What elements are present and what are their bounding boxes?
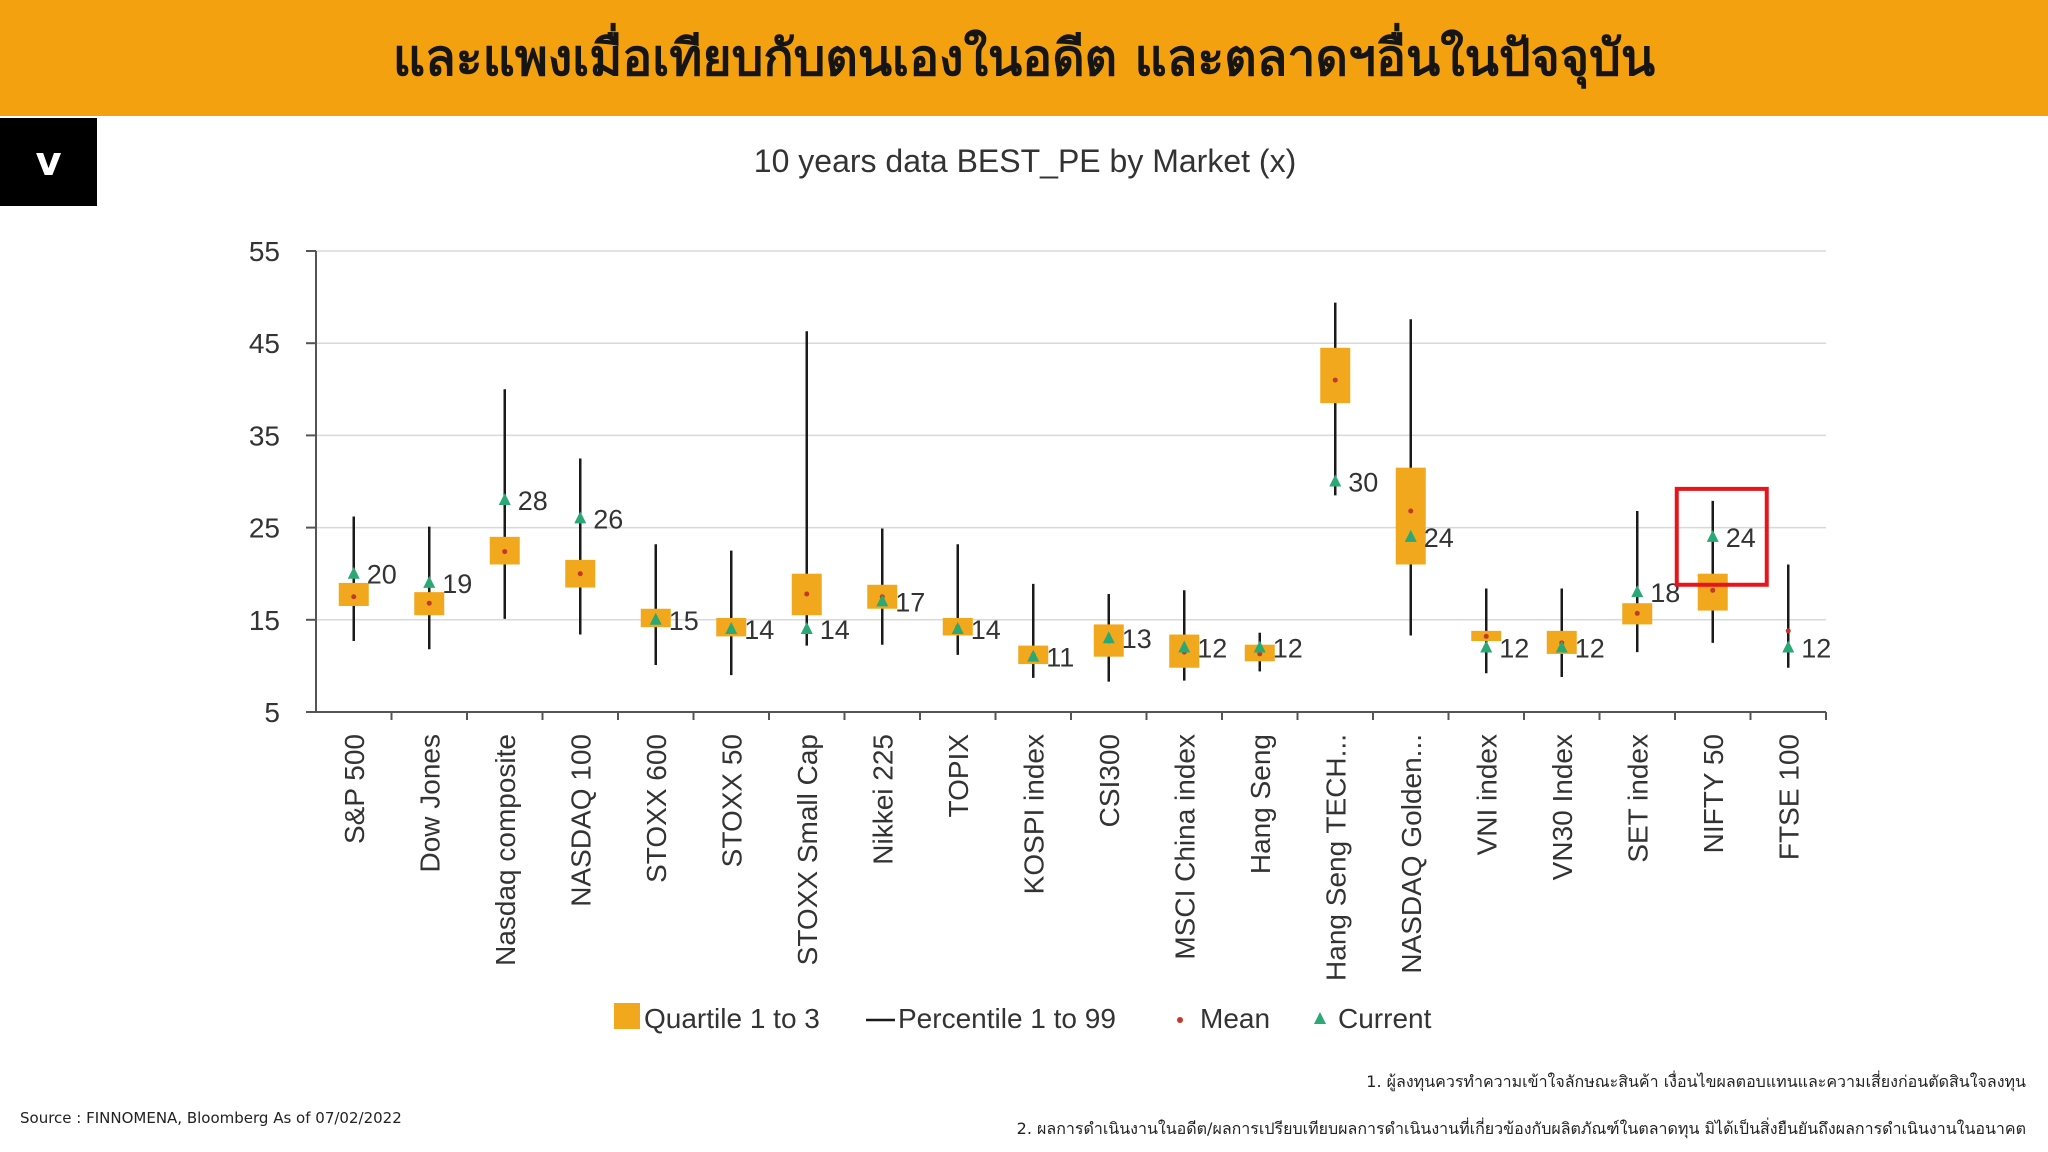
current-value-label: 24: [1726, 523, 1756, 553]
y-tick-label: 35: [249, 420, 280, 451]
legend-quartile-swatch: [614, 1003, 640, 1029]
mean-point: [577, 571, 583, 577]
category-label: SET index: [1622, 734, 1653, 863]
y-tick-label: 45: [249, 328, 280, 359]
current-value-label: 30: [1348, 468, 1378, 498]
legend-mean-label: Mean: [1200, 1003, 1270, 1034]
current-point: [498, 492, 511, 505]
category-label: Nikkei 225: [867, 734, 898, 865]
current-value-label: 12: [1273, 633, 1303, 663]
current-value-label: 13: [1122, 624, 1152, 654]
current-value-label: 26: [593, 504, 623, 534]
highlight-box: [1674, 486, 1769, 587]
current-value-label: 19: [442, 569, 472, 599]
category-label: Hang Seng: [1245, 734, 1276, 874]
page-title: และแพงเมื่อเทียบกับตนเองในอดีต และตลาดฯอ…: [392, 28, 1656, 87]
quartile-box: [1395, 467, 1426, 565]
legend-current-label: Current: [1338, 1003, 1432, 1034]
current-value-label: 24: [1424, 523, 1454, 553]
mean-point: [502, 549, 508, 555]
title-banner: และแพงเมื่อเทียบกับตนเองในอดีต และตลาดฯอ…: [0, 0, 2048, 116]
current-point: [1178, 640, 1191, 653]
quartile-box: [1320, 347, 1351, 404]
current-value-label: 28: [518, 486, 548, 516]
mean-point: [1408, 508, 1414, 514]
source-note: Source : FINNOMENA, Bloomberg As of 07/0…: [20, 1109, 402, 1127]
category-label: MSCI China index: [1169, 734, 1200, 960]
category-label: Hang Seng TECH...: [1320, 734, 1351, 981]
legend-mean-swatch: [1177, 1017, 1183, 1023]
current-value-label: 20: [367, 560, 397, 590]
mean-point: [1710, 587, 1716, 593]
current-value-label: 14: [744, 615, 774, 645]
current-value-label: 14: [971, 615, 1001, 645]
mean-point: [804, 591, 810, 597]
current-value-label: 12: [1499, 633, 1529, 663]
mean-point: [351, 594, 357, 600]
category-label: VNI index: [1471, 734, 1502, 855]
category-label: VN30 Index: [1547, 734, 1578, 880]
category-label: NASDAQ Golden...: [1396, 734, 1427, 974]
current-point: [1480, 640, 1493, 653]
legend-percentile-label: Percentile 1 to 99: [898, 1003, 1116, 1034]
current-point: [876, 594, 889, 607]
current-point: [1253, 640, 1266, 653]
current-point: [423, 575, 436, 588]
logo-letter: v: [35, 139, 62, 185]
current-value-label: 14: [820, 615, 850, 645]
current-point: [1555, 640, 1568, 653]
y-tick-label: 55: [249, 236, 280, 267]
category-label: STOXX 600: [641, 734, 672, 883]
current-point: [1631, 585, 1644, 598]
current-point: [649, 612, 662, 625]
mean-point: [1257, 651, 1263, 657]
mean-point: [1332, 377, 1338, 383]
chart-title: 10 years data BEST_PE by Market (x): [754, 143, 1296, 179]
category-label: CSI300: [1094, 734, 1125, 827]
current-point: [1706, 529, 1719, 542]
category-label: NIFTY 50: [1698, 734, 1729, 853]
current-point: [1404, 529, 1417, 542]
legend-quartile-label: Quartile 1 to 3: [644, 1003, 820, 1034]
mean-point: [426, 600, 432, 606]
category-label: FTSE 100: [1773, 734, 1804, 860]
current-point: [1027, 649, 1040, 662]
current-value-label: 12: [1575, 633, 1605, 663]
category-label: Nasdaq composite: [490, 734, 521, 966]
legend-current-swatch: [1314, 1012, 1326, 1024]
current-point: [1329, 474, 1342, 487]
category-label: Dow Jones: [414, 734, 445, 873]
category-label: NASDAQ 100: [565, 734, 596, 907]
category-label: STOXX 50: [716, 734, 747, 867]
mean-point: [1785, 628, 1791, 634]
current-point: [951, 622, 964, 635]
current-value-label: 15: [669, 606, 699, 636]
current-point: [1782, 640, 1795, 653]
category-label: STOXX Small Cap: [792, 734, 823, 965]
disclaimer-1: 1. ผู้ลงทุนควรทำความเข้าใจลักษณะสินค้า เ…: [1366, 1072, 2026, 1091]
brand-logo: v: [0, 118, 97, 206]
category-label: S&P 500: [339, 734, 370, 844]
disclaimer-2: 2. ผลการดำเนินงานในอดีต/ผลการเปรียบเทียบ…: [1016, 1119, 2026, 1138]
current-point: [347, 566, 360, 579]
y-tick-label: 25: [249, 513, 280, 544]
current-value-label: 12: [1801, 633, 1831, 663]
current-value-label: 12: [1197, 633, 1227, 663]
current-point: [800, 622, 813, 635]
y-tick-label: 15: [249, 605, 280, 636]
mean-point: [1634, 610, 1640, 616]
current-value-label: 17: [895, 587, 925, 617]
category-label: KOSPI index: [1018, 734, 1049, 894]
category-label: TOPIX: [943, 734, 974, 818]
mean-point: [1483, 633, 1489, 639]
current-value-label: 11: [1046, 643, 1074, 673]
y-tick-label: 5: [264, 697, 280, 728]
current-point: [725, 622, 738, 635]
current-point: [1102, 631, 1115, 644]
current-point: [574, 511, 587, 524]
